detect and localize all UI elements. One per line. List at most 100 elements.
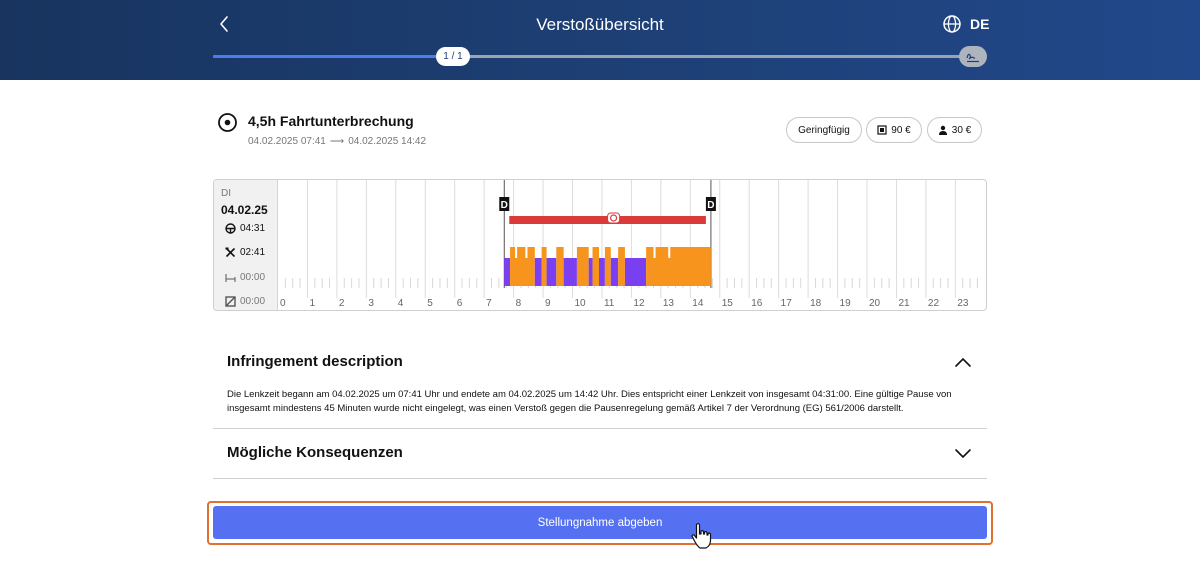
progress-badge: 1 / 1 bbox=[436, 47, 470, 66]
driving-segment bbox=[624, 258, 647, 286]
work-segment bbox=[510, 247, 535, 286]
hour-tick-label: 23 bbox=[957, 298, 969, 309]
break-gap bbox=[668, 247, 671, 258]
timeline-summary-panel: DI 04.02.25 04:31 02:41 00:00 bbox=[214, 180, 278, 310]
severity-label: Geringfügig bbox=[798, 124, 850, 136]
hour-tick-label: 1 bbox=[309, 298, 315, 309]
target-icon bbox=[218, 113, 237, 132]
progress-track bbox=[213, 55, 961, 58]
steering-wheel-icon bbox=[225, 223, 236, 234]
hour-tick-label: 21 bbox=[898, 298, 910, 309]
unknown-stat: 00:00 bbox=[225, 296, 265, 307]
driving-segment bbox=[563, 258, 577, 286]
hand-pointer-icon bbox=[691, 523, 712, 549]
chevron-down-icon[interactable] bbox=[953, 446, 973, 460]
hour-tick-label: 9 bbox=[545, 298, 551, 309]
hour-tick-label: 18 bbox=[810, 298, 822, 309]
hour-tick-label: 5 bbox=[427, 298, 433, 309]
progress-fill bbox=[213, 55, 445, 58]
hour-tick-label: 17 bbox=[781, 298, 793, 309]
back-chevron-icon[interactable] bbox=[213, 12, 237, 36]
driving-segment bbox=[504, 258, 511, 286]
activity-timeline: DI 04.02.25 04:31 02:41 00:00 bbox=[213, 179, 987, 311]
violation-steering-icon bbox=[609, 214, 618, 222]
infringement-time-range: 04.02.2025 07:41 ⟶ 04.02.2025 14:42 bbox=[248, 136, 426, 147]
hour-tick-label: 0 bbox=[280, 298, 286, 309]
hour-tick-label: 14 bbox=[692, 298, 704, 309]
work-segment bbox=[576, 247, 589, 286]
arrow-icon: ⟶ bbox=[329, 136, 345, 147]
hour-tick-label: 6 bbox=[457, 298, 463, 309]
unknown-time: 00:00 bbox=[240, 296, 266, 307]
header-bar: Verstoßübersicht DE 1 / 1 bbox=[0, 0, 1200, 80]
break-gap bbox=[653, 247, 656, 258]
hour-tick-label: 15 bbox=[722, 298, 734, 309]
driver-fine-chip[interactable]: 30 € bbox=[927, 117, 982, 143]
hour-tick-label: 12 bbox=[633, 298, 645, 309]
globe-icon bbox=[943, 15, 961, 33]
work-segment bbox=[618, 247, 625, 286]
hour-tick-label: 4 bbox=[398, 298, 404, 309]
hour-tick-label: 2 bbox=[339, 298, 345, 309]
window-end-marker bbox=[705, 197, 716, 211]
hour-tick-label: 11 bbox=[604, 298, 615, 309]
signature-icon bbox=[966, 53, 979, 62]
company-fine-chip[interactable]: 90 € bbox=[866, 117, 922, 143]
work-time: 02:41 bbox=[240, 247, 266, 258]
description-text: Die Lenkzeit begann am 04.02.2025 um 07:… bbox=[227, 389, 952, 414]
work-segment bbox=[541, 247, 547, 286]
bed-icon bbox=[225, 274, 236, 282]
signature-step-button[interactable] bbox=[959, 46, 987, 67]
timeline-date: 04.02.25 bbox=[221, 203, 268, 217]
end-time: 04.02.2025 14:42 bbox=[348, 136, 427, 147]
hour-tick-label: 7 bbox=[486, 298, 492, 309]
chevron-up-icon[interactable] bbox=[953, 355, 973, 369]
language-label: DE bbox=[970, 16, 990, 32]
work-segment bbox=[646, 247, 711, 286]
company-fine-label: 90 € bbox=[891, 124, 911, 136]
driving-segment bbox=[546, 258, 557, 286]
driving-segment bbox=[610, 258, 619, 286]
driving-stat: 04:31 bbox=[225, 223, 265, 234]
submit-statement-button[interactable]: Stellungnahme abgeben bbox=[213, 506, 987, 539]
hour-tick-label: 16 bbox=[751, 298, 763, 309]
start-time: 04.02.2025 07:41 bbox=[248, 136, 326, 147]
timeline-day: DI bbox=[221, 188, 231, 199]
hour-tick-label: 13 bbox=[663, 298, 675, 309]
driving-segment bbox=[534, 258, 542, 286]
unknown-activity-icon bbox=[225, 296, 236, 307]
divider bbox=[213, 478, 987, 479]
violation-badge bbox=[607, 212, 621, 224]
consequences-title[interactable]: Mögliche Konsequenzen bbox=[227, 444, 403, 461]
work-segment bbox=[604, 247, 611, 286]
hour-tick-label: 3 bbox=[368, 298, 374, 309]
language-selector[interactable]: DE bbox=[942, 14, 989, 34]
window-end-label: D bbox=[707, 200, 714, 211]
divider bbox=[213, 428, 987, 429]
window-start-marker bbox=[499, 197, 510, 211]
work-segment bbox=[556, 247, 564, 286]
work-segment bbox=[592, 247, 600, 286]
rest-time: 00:00 bbox=[240, 272, 266, 283]
driving-segment bbox=[588, 258, 593, 286]
driving-segment bbox=[599, 258, 605, 286]
infringement-title: 4,5h Fahrtunterbrechung bbox=[248, 113, 414, 129]
break-gap bbox=[525, 247, 528, 258]
hour-tick-label: 10 bbox=[575, 298, 587, 309]
window-start-label: D bbox=[501, 200, 508, 211]
hour-tick-label: 20 bbox=[869, 298, 881, 309]
rest-stat: 00:00 bbox=[225, 272, 265, 283]
severity-chip[interactable]: Geringfügig bbox=[786, 117, 862, 143]
hour-tick-label: 22 bbox=[928, 298, 940, 309]
timeline-chart: 0 1 2 3 4 5 6 7 8 9 10 11 12 13 14 15 16 17 18 19 20 21 22 23D D bbox=[280, 180, 978, 309]
submit-label: Stellungnahme abgeben bbox=[537, 516, 663, 529]
break-gap bbox=[515, 247, 518, 258]
driving-time: 04:31 bbox=[240, 223, 266, 234]
hammer-icon bbox=[225, 247, 236, 258]
description-title[interactable]: Infringement description bbox=[227, 353, 403, 370]
submit-focus-outline bbox=[207, 501, 993, 545]
work-stat: 02:41 bbox=[225, 247, 265, 258]
person-icon bbox=[938, 125, 947, 135]
page-title: Verstoßübersicht bbox=[536, 15, 664, 34]
hour-tick-label: 19 bbox=[840, 298, 852, 309]
